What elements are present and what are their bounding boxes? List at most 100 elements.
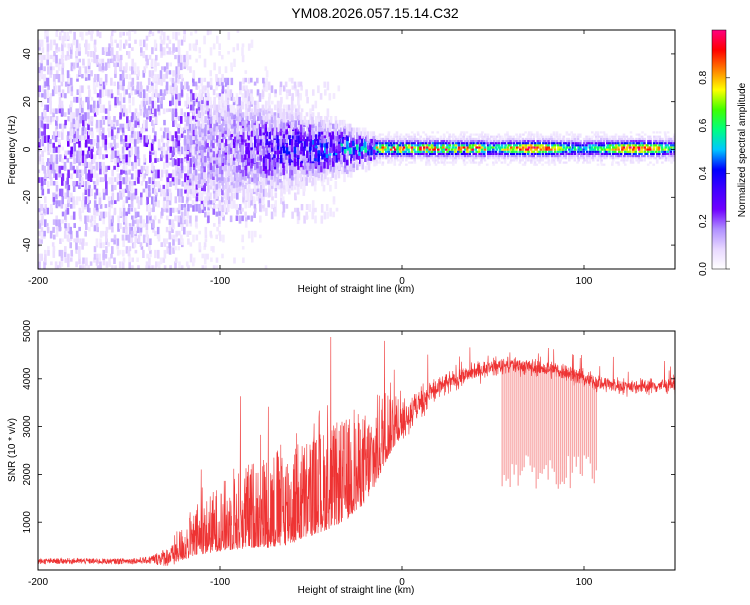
spectrogram-cell xyxy=(492,144,496,147)
spectrogram-cell xyxy=(527,159,530,162)
spectrogram-cell xyxy=(78,207,82,216)
spectrogram-cell xyxy=(256,196,259,202)
spectrogram-cell xyxy=(673,150,675,153)
spectrogram-cell xyxy=(119,39,122,48)
spectrogram-cell xyxy=(178,93,181,101)
spectrogram-cell xyxy=(87,123,90,130)
spectrogram-cell xyxy=(491,150,495,153)
spectrogram-cell xyxy=(215,211,219,217)
spectrogram-cell xyxy=(110,31,114,37)
spectrogram-cell xyxy=(410,144,414,147)
spectrogram-cell xyxy=(201,96,204,105)
spectrogram-cell xyxy=(358,135,362,140)
spectrogram-cell xyxy=(250,192,253,201)
spectrogram-cell xyxy=(651,155,655,158)
spectrogram-cell xyxy=(529,137,532,140)
spectrogram-cell xyxy=(485,163,489,166)
spectrogram-cell xyxy=(296,127,300,132)
spectrogram-cell xyxy=(174,246,177,251)
spectrogram-cell xyxy=(492,146,495,149)
spectrogram-cell xyxy=(169,77,172,82)
spectrogram-cell xyxy=(67,150,71,155)
spectrogram-cell xyxy=(171,77,175,84)
spectrogram-cell xyxy=(230,93,234,101)
spectrogram-cell xyxy=(268,123,272,132)
spectrogram-cell xyxy=(395,135,399,138)
spectrogram-cell xyxy=(78,93,82,98)
spectrogram-cell xyxy=(85,223,88,230)
spectrogram-cell xyxy=(664,133,667,136)
spectrogram-cell xyxy=(515,139,518,143)
spectrogram-cell xyxy=(506,148,509,151)
spectrogram-cell xyxy=(203,177,206,184)
spectrogram-cell xyxy=(410,146,414,149)
spectrogram-cell xyxy=(200,200,204,205)
spectrogram-cell xyxy=(291,104,294,111)
spectrogram-cell xyxy=(567,144,570,147)
spectrogram-cell xyxy=(156,230,160,239)
spectrogram-cell xyxy=(40,184,44,190)
spectrogram-cell xyxy=(402,135,406,138)
spectrogram-cell xyxy=(154,169,158,179)
spectrogram-cell xyxy=(507,135,510,138)
spectrogram-cell xyxy=(465,137,469,140)
spectrogram-cell xyxy=(503,146,507,149)
spectrogram-cell xyxy=(605,150,608,153)
spectrogram-cell xyxy=(571,137,574,140)
spectrogram-cell xyxy=(317,173,321,179)
spectrogram-cell xyxy=(326,131,330,135)
spectrogram-cell xyxy=(212,265,216,269)
spectrogram-cell xyxy=(445,152,449,155)
spectrogram-cell xyxy=(536,131,539,134)
spectrogram-cell xyxy=(530,157,533,160)
spectrogram-cell xyxy=(565,131,569,134)
spectrogram-cell xyxy=(605,137,609,140)
spectrogram-cell xyxy=(600,159,603,162)
spectrogram-cell xyxy=(87,181,90,186)
spectrogram-cell xyxy=(178,204,181,211)
spectrogram-cell xyxy=(130,234,134,243)
spectrogram-cell xyxy=(538,150,541,153)
spectrogram-cell xyxy=(335,207,339,212)
spectrogram-cell xyxy=(168,39,172,44)
spectrogram-cell xyxy=(469,137,472,140)
spectrogram-cell xyxy=(273,154,276,159)
spectrogram-cell xyxy=(177,77,180,84)
spectrogram-cell xyxy=(431,146,434,149)
spectrogram-cell xyxy=(422,137,426,140)
spectrogram-cell xyxy=(391,139,394,143)
spectrogram-cell xyxy=(385,157,388,160)
spectrogram-cell xyxy=(381,137,385,140)
spectrogram-cell xyxy=(329,207,332,217)
spectrogram-cell xyxy=(134,39,137,44)
spectrogram-cell xyxy=(134,161,137,169)
spectrogram-cell xyxy=(70,146,73,155)
spectrogram-cell xyxy=(203,146,207,153)
spectrogram-cell xyxy=(591,155,595,158)
spectrogram-cell xyxy=(290,108,294,115)
spectrogram-cell xyxy=(241,93,245,98)
spectrogram-cell xyxy=(448,144,452,147)
spectrogram-cell xyxy=(250,150,253,159)
spectrogram-cell xyxy=(264,265,268,269)
spectrogram-cell xyxy=(241,165,245,170)
spectrogram-cell xyxy=(131,219,135,227)
spectrogram-cell xyxy=(61,62,65,68)
spectrogram-cell xyxy=(286,184,289,192)
spectrogram-cell xyxy=(500,146,503,149)
spectrogram-cell xyxy=(614,146,618,149)
spectrogram-cell xyxy=(130,89,134,96)
spectrogram-cell xyxy=(501,150,504,153)
spectrogram-cell xyxy=(186,142,190,150)
spectrogram-cell xyxy=(294,89,298,97)
spectrogram-cell xyxy=(61,66,64,75)
spectrogram-cell xyxy=(658,137,662,140)
spectrogram-cell xyxy=(44,196,47,204)
spectrogram-cell xyxy=(617,144,621,147)
spectrogram-cell xyxy=(230,158,233,166)
spectrogram-cell xyxy=(529,135,532,138)
spectrogram-cell xyxy=(207,127,210,135)
spectrogram-cell xyxy=(254,100,257,105)
spectrogram-cell xyxy=(617,155,620,158)
spectrogram-cell xyxy=(663,148,667,151)
